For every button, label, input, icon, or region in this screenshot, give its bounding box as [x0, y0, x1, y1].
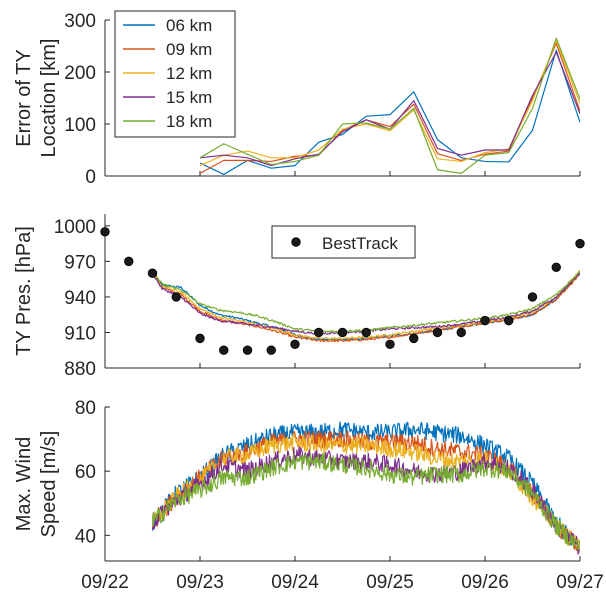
series-line-09km: [151, 430, 580, 552]
besttrack-point: [242, 345, 253, 355]
y-tick-label: 80: [75, 398, 96, 419]
besttrack-point: [575, 238, 585, 249]
besttrack-legend: BestTrack: [271, 225, 416, 259]
y-axis-label: Error of TY: [13, 49, 35, 146]
x-tick-label: 09/27: [556, 572, 604, 593]
besttrack-point: [551, 262, 561, 273]
legend-entry: 18 km: [166, 112, 212, 131]
besttrack-point: [100, 227, 110, 237]
legend: 06 km 09 km 12 km 15 km 18 km: [114, 10, 236, 138]
series-line-18km: [151, 452, 580, 551]
y-tick-label: 0: [85, 167, 96, 188]
legend-label: BestTrack: [322, 234, 398, 253]
series-line-12km: [199, 40, 580, 167]
besttrack-point: [480, 315, 490, 326]
besttrack-point: [124, 256, 134, 267]
x-tick-label: 09/26: [461, 572, 509, 593]
x-tick-label: 09/24: [271, 572, 319, 593]
besttrack-point: [219, 345, 229, 355]
y-tick-label: 200: [64, 63, 96, 84]
series-line-06km: [199, 49, 580, 176]
y-tick-label: 940: [64, 288, 96, 309]
series-group: [199, 37, 580, 176]
legend-marker: [291, 237, 301, 247]
besttrack-point: [504, 315, 514, 326]
y-tick-label: 300: [64, 11, 96, 32]
besttrack-point: [432, 327, 443, 338]
series-line-18km: [152, 270, 580, 333]
y-tick-label: 100: [64, 115, 96, 136]
pressure-panel: 880 910 940 970 1000 TY Pres. [hPa] BestTrack: [13, 214, 585, 380]
besttrack-point: [195, 333, 205, 344]
y-tick-label: 40: [75, 526, 96, 547]
legend-entry: 06 km: [166, 16, 212, 35]
besttrack-point: [314, 327, 324, 338]
besttrack-point: [266, 345, 276, 355]
legend-box: [114, 10, 236, 138]
series-group: [151, 421, 580, 555]
besttrack-point: [171, 292, 181, 302]
y-axis-label: Location [km]: [38, 39, 60, 158]
series-line-15km: [152, 272, 580, 335]
x-tick-label: 09/23: [176, 572, 224, 593]
series-line-12km: [151, 433, 580, 552]
y-tick-label: 1000: [54, 217, 96, 238]
y-axis-label: Speed [m/s]: [38, 431, 60, 538]
legend-entry: 15 km: [166, 88, 212, 107]
series-line-15km: [199, 51, 580, 167]
legend-entry: 12 km: [166, 64, 212, 83]
besttrack-point: [361, 327, 371, 338]
x-tick-label: 09/25: [366, 572, 414, 593]
y-axis-label: Max. Wind: [13, 437, 35, 531]
besttrack-point: [147, 268, 158, 278]
wind-speed-panel: 40 60 80 Max. Wind Speed [m/s] 09/22 09/23 09/2…: [13, 398, 604, 593]
y-tick-label: 910: [64, 323, 96, 344]
besttrack-point: [527, 292, 538, 302]
besttrack-point: [409, 333, 419, 344]
y-axis-label: TY Pres. [hPa]: [13, 226, 35, 356]
besttrack-point: [385, 339, 395, 350]
y-tick-label: 880: [64, 359, 96, 380]
besttrack-point: [337, 327, 348, 338]
x-tick-label: 09/22: [81, 572, 129, 593]
y-tick-label: 60: [75, 462, 96, 483]
besttrack-point: [290, 339, 300, 350]
legend-entry: 09 km: [166, 40, 212, 59]
series-line-18km: [199, 37, 580, 174]
besttrack-point: [456, 327, 466, 338]
y-tick-label: 970: [64, 252, 96, 273]
